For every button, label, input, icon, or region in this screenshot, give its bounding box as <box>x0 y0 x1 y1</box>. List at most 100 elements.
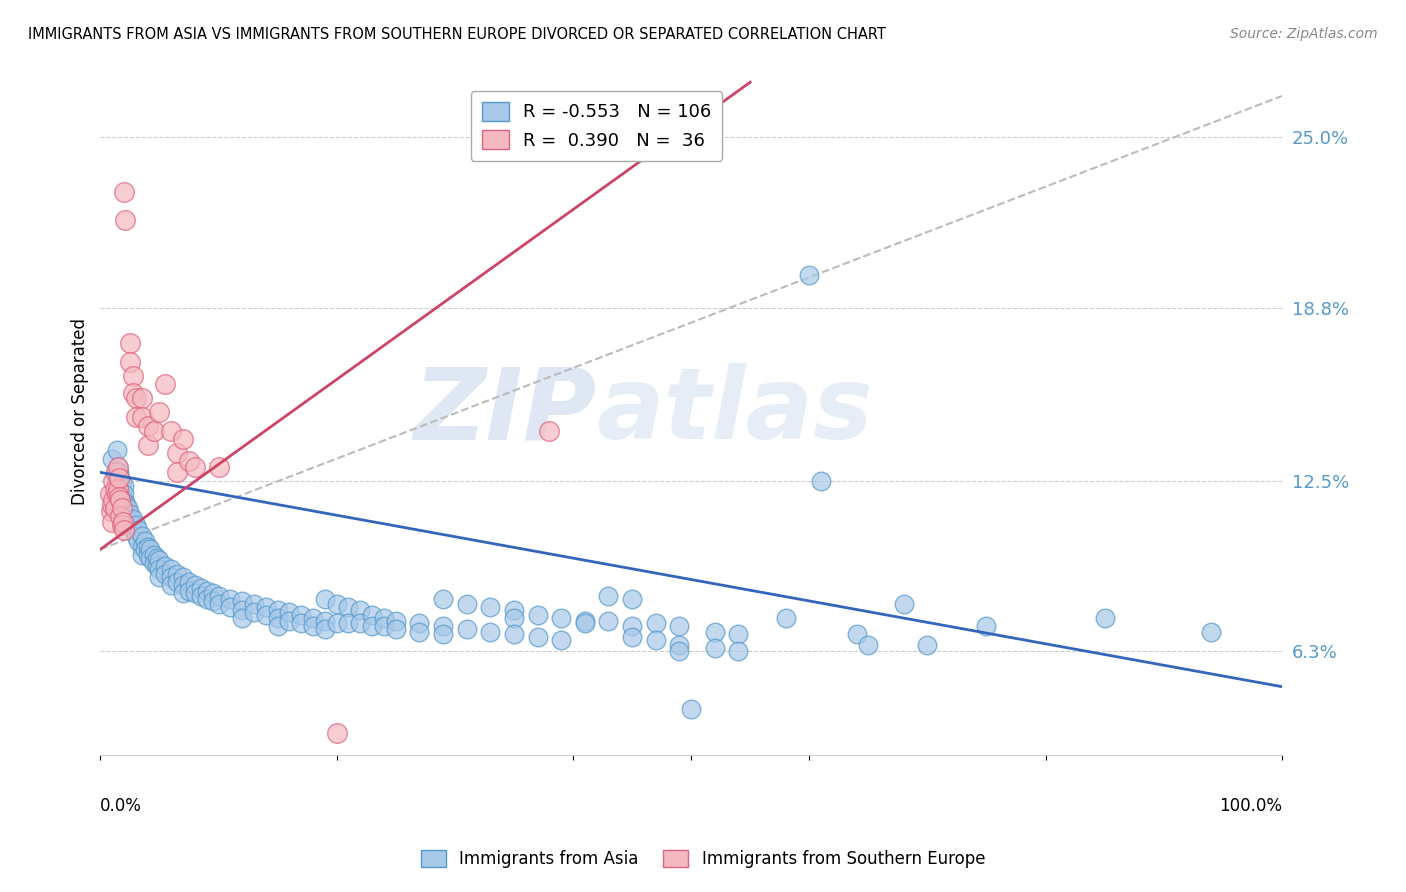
Point <box>101 451 124 466</box>
Point <box>526 608 548 623</box>
Point <box>112 504 135 518</box>
Point <box>122 385 145 400</box>
Point <box>131 410 153 425</box>
Point <box>681 701 703 715</box>
Point <box>160 424 183 438</box>
Point <box>112 492 135 507</box>
Point <box>134 534 156 549</box>
Point <box>160 570 183 584</box>
Point <box>314 614 336 628</box>
Point <box>302 611 325 625</box>
Point <box>195 591 218 606</box>
Point <box>110 484 132 499</box>
Point <box>190 581 212 595</box>
Point <box>278 606 301 620</box>
Point <box>799 268 821 282</box>
Point <box>266 603 288 617</box>
Point <box>125 410 148 425</box>
Point <box>155 558 177 573</box>
Point <box>146 558 169 573</box>
Point <box>243 597 266 611</box>
Point <box>101 515 124 529</box>
Point <box>127 523 149 537</box>
Point <box>976 619 998 633</box>
Point <box>103 492 125 507</box>
Point <box>644 616 666 631</box>
Point <box>432 591 454 606</box>
Point <box>101 499 124 513</box>
Point <box>432 627 454 641</box>
Point <box>110 476 132 491</box>
Point <box>373 619 395 633</box>
Point <box>118 517 141 532</box>
Point <box>122 523 145 537</box>
Point <box>550 611 572 625</box>
Point <box>112 487 135 501</box>
Point <box>727 644 749 658</box>
Point <box>114 507 136 521</box>
Point <box>278 614 301 628</box>
Point <box>166 567 188 582</box>
Point <box>136 540 159 554</box>
Point <box>408 616 430 631</box>
Point <box>160 561 183 575</box>
Point <box>290 608 312 623</box>
Point <box>105 443 128 458</box>
Point <box>107 459 129 474</box>
Point <box>131 540 153 554</box>
Point <box>107 474 129 488</box>
Point <box>207 589 229 603</box>
Point <box>456 597 478 611</box>
Point <box>621 630 644 644</box>
Point <box>110 471 132 485</box>
Point <box>139 550 162 565</box>
Point <box>103 474 125 488</box>
Point <box>231 603 253 617</box>
Point <box>195 583 218 598</box>
Point <box>110 517 132 532</box>
Point <box>668 644 690 658</box>
Point <box>136 438 159 452</box>
Point <box>110 501 132 516</box>
Legend: Immigrants from Asia, Immigrants from Southern Europe: Immigrants from Asia, Immigrants from So… <box>413 843 993 875</box>
Point <box>314 591 336 606</box>
Point <box>361 619 384 633</box>
Point <box>105 487 128 501</box>
Point <box>103 482 125 496</box>
Point <box>114 212 136 227</box>
Point <box>254 608 277 623</box>
Point <box>155 567 177 582</box>
Point <box>810 474 832 488</box>
Point <box>502 627 524 641</box>
Point <box>100 504 122 518</box>
Point <box>184 459 207 474</box>
Point <box>122 369 145 384</box>
Point <box>219 591 242 606</box>
Point <box>538 424 561 438</box>
Point <box>231 611 253 625</box>
Point <box>112 185 135 199</box>
Point <box>177 454 200 468</box>
Point <box>384 622 406 636</box>
Point <box>207 597 229 611</box>
Point <box>110 509 132 524</box>
Point <box>177 575 200 590</box>
Point <box>361 608 384 623</box>
Point <box>325 726 347 740</box>
Y-axis label: Divorced or Separated: Divorced or Separated <box>72 318 89 506</box>
Point <box>148 561 170 575</box>
Point <box>112 479 135 493</box>
Point <box>373 611 395 625</box>
Point <box>110 501 132 516</box>
Point <box>127 534 149 549</box>
Point <box>108 466 131 480</box>
Point <box>107 482 129 496</box>
Point <box>526 630 548 644</box>
Point <box>184 578 207 592</box>
Point <box>598 614 620 628</box>
Point <box>1199 624 1222 639</box>
Point <box>1094 611 1116 625</box>
Point <box>118 336 141 351</box>
Point <box>142 548 165 562</box>
Point <box>858 639 880 653</box>
